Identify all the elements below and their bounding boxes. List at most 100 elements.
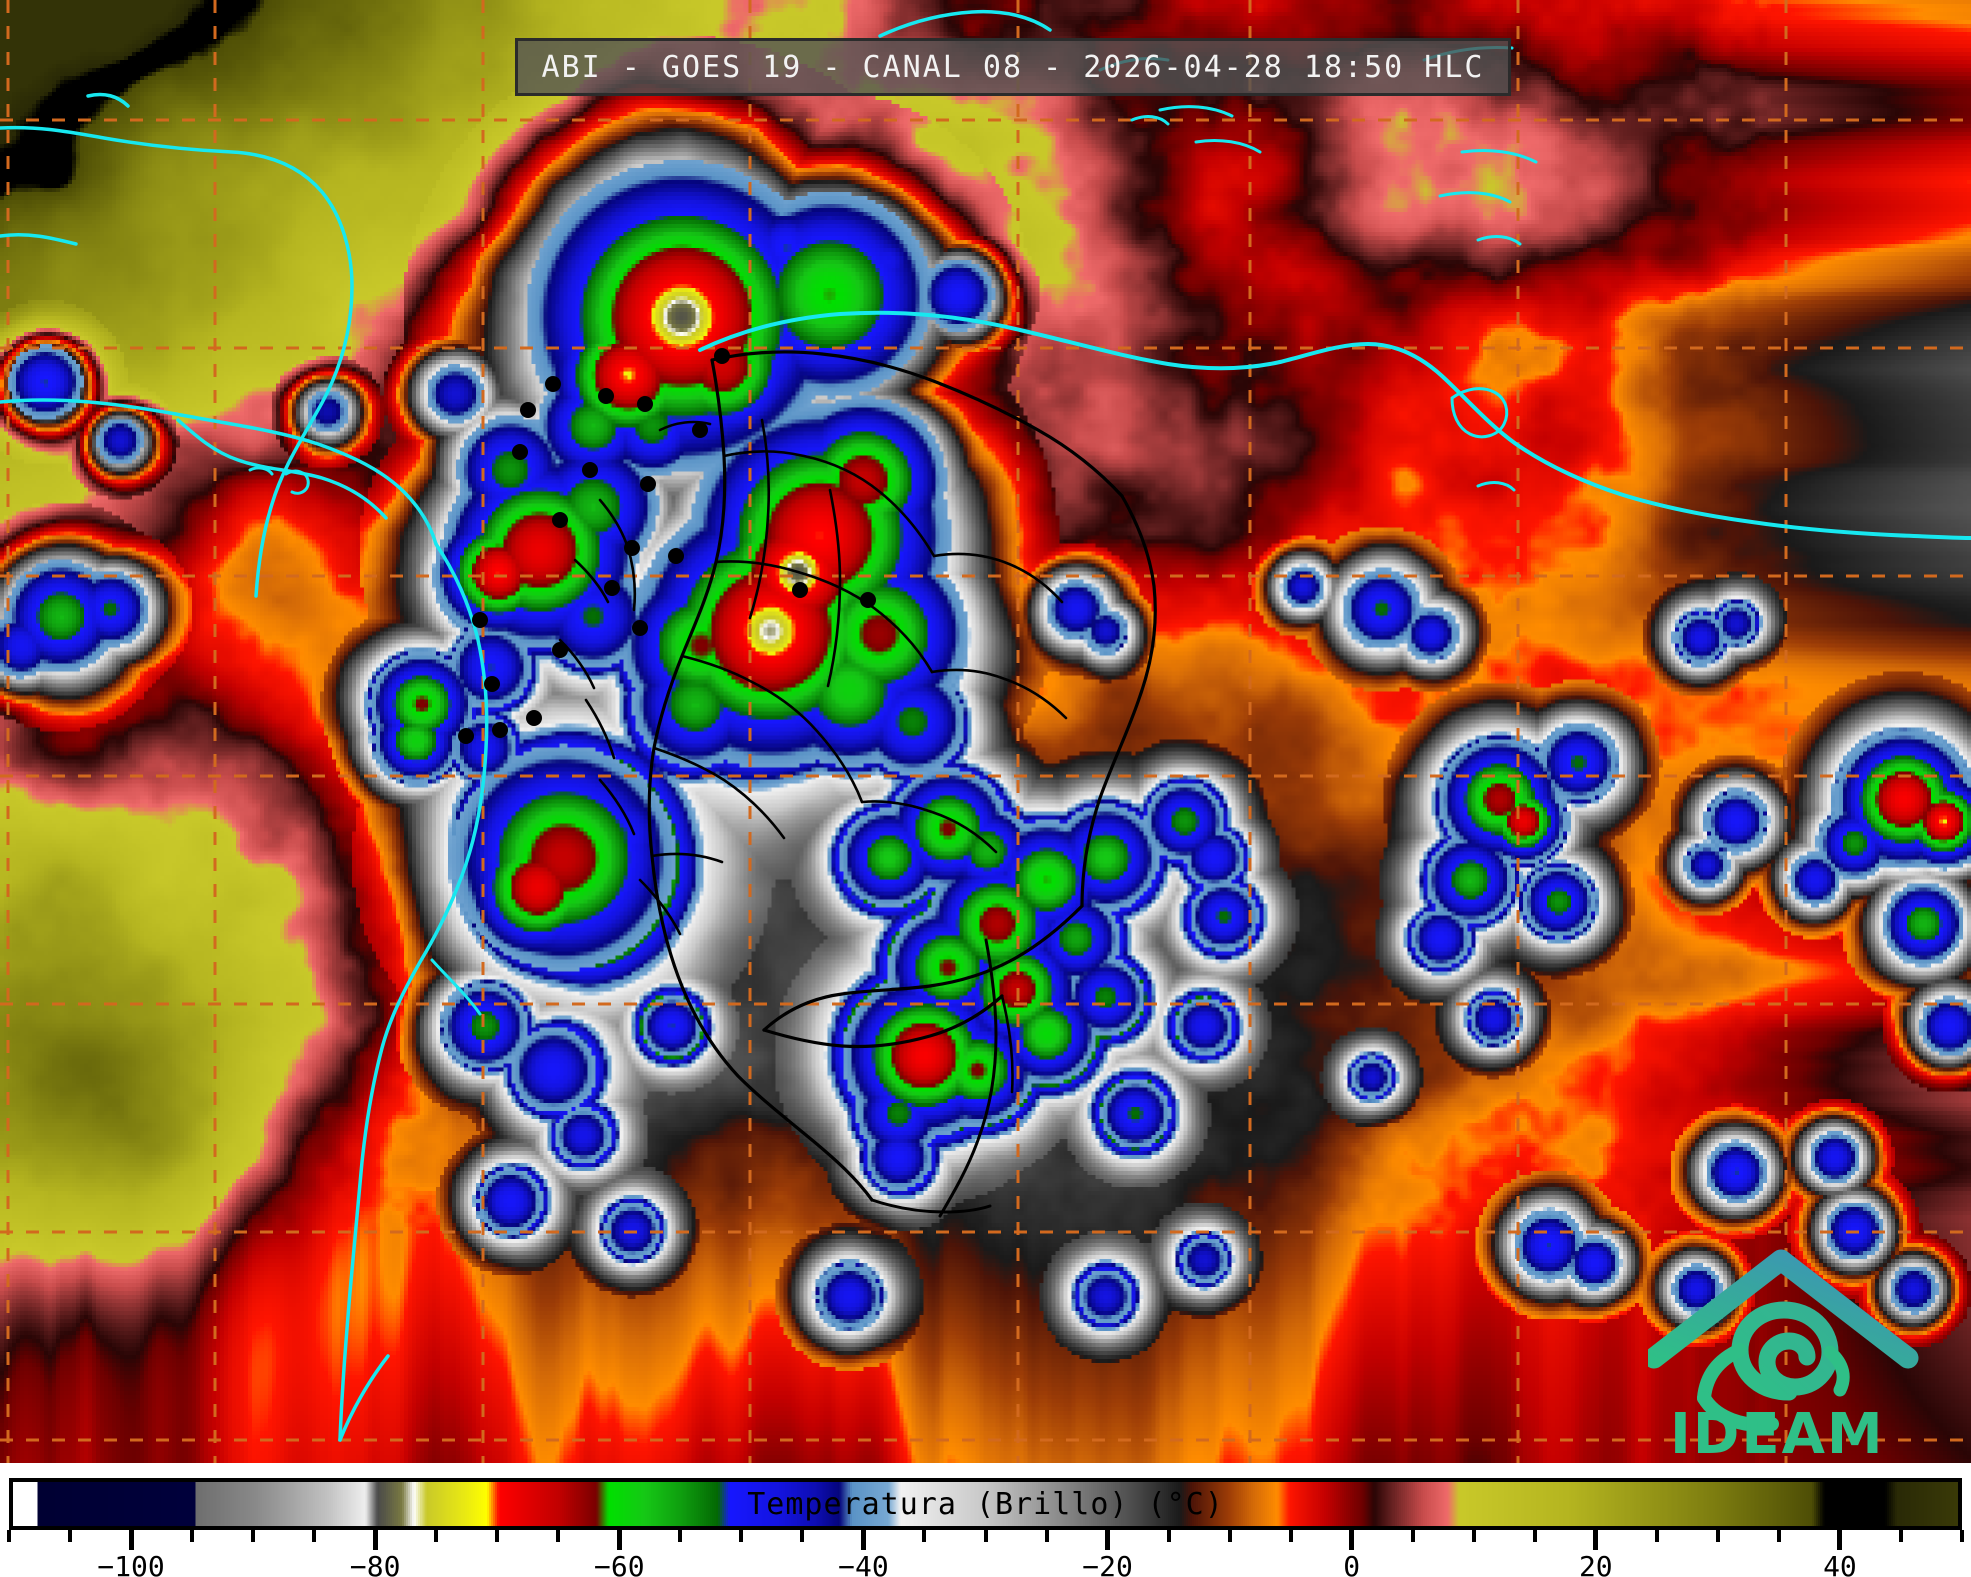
border-dept-a bbox=[722, 450, 936, 558]
city-marker bbox=[792, 582, 808, 598]
colorbar-minor-tick bbox=[800, 1530, 805, 1542]
map-overlay-layer bbox=[0, 0, 1971, 1463]
colorbar-minor-tick bbox=[1044, 1530, 1049, 1542]
colorbar-minor-tick bbox=[68, 1530, 73, 1542]
colorbar-major-tick bbox=[860, 1530, 866, 1550]
colorbar-minor-tick bbox=[1715, 1530, 1720, 1542]
colorbar-minor-tick bbox=[1654, 1530, 1659, 1542]
colorbar-major-tick bbox=[1837, 1530, 1843, 1550]
colorbar-tick-label: −20 bbox=[1082, 1550, 1133, 1577]
coastline-hispaniola-north bbox=[878, 9, 1052, 38]
city-marker bbox=[472, 612, 488, 628]
border-dept-r bbox=[1000, 994, 1014, 1094]
colorbar-axis: −100 −80 −60 −40 −20 0 20 40 bbox=[7, 1530, 1964, 1577]
colorbar-tick-label: −80 bbox=[349, 1550, 401, 1577]
colorbar-tick-label: 20 bbox=[1578, 1550, 1613, 1577]
city-marker bbox=[520, 402, 536, 418]
roof-chevron-icon bbox=[1648, 1249, 1919, 1369]
spiral-tail-right-icon bbox=[1823, 1345, 1850, 1397]
coastline-layer bbox=[0, 9, 1971, 1442]
border-dept-b bbox=[714, 560, 934, 674]
border-dept-c bbox=[680, 654, 864, 804]
colorbar-major-tick bbox=[616, 1530, 622, 1550]
city-marker bbox=[552, 642, 568, 658]
border-dept-p bbox=[638, 878, 682, 936]
city-marker bbox=[714, 348, 730, 364]
city-marker bbox=[637, 396, 653, 412]
city-marker bbox=[632, 620, 648, 636]
colorbar-tick-label: −60 bbox=[594, 1550, 645, 1577]
colorbar-minor-tick bbox=[983, 1530, 988, 1542]
coastline-lake-b bbox=[284, 469, 310, 495]
border-amazonas-north bbox=[762, 994, 1004, 1049]
colorbar-minor-tick bbox=[556, 1530, 561, 1542]
colorbar-major-tick bbox=[128, 1530, 134, 1550]
colorbar-minor-tick bbox=[922, 1530, 927, 1542]
border-dept-j bbox=[658, 420, 712, 432]
border-amazonas-east bbox=[938, 938, 998, 1218]
coastline-pacific-ecuador bbox=[338, 1354, 390, 1442]
ideam-logo-graphic: IDEAM bbox=[1648, 1249, 1919, 1458]
coastline-island-i bbox=[1438, 191, 1512, 204]
coastline-gulf-guayaquil bbox=[430, 958, 482, 1016]
border-dept-h bbox=[826, 488, 842, 688]
border-dept-d bbox=[652, 746, 786, 840]
graticule-gridlines bbox=[0, 0, 1971, 1463]
city-marker bbox=[484, 676, 500, 692]
ideam-wordmark: IDEAM bbox=[1670, 1402, 1885, 1458]
border-colombia-north bbox=[710, 350, 1124, 498]
coastline-island-k bbox=[1476, 481, 1516, 492]
city-marker bbox=[492, 722, 508, 738]
colorbar-major-tick bbox=[1593, 1530, 1599, 1550]
city-marker bbox=[692, 422, 708, 438]
colorbar-tick-label: 0 bbox=[1343, 1550, 1361, 1577]
coastline-caribbean-south bbox=[698, 310, 1282, 371]
colorbar-minor-tick bbox=[190, 1530, 195, 1542]
border-dept-n bbox=[584, 698, 616, 760]
coastline-island-d bbox=[1158, 105, 1234, 118]
city-marker bbox=[860, 592, 876, 608]
border-colombia-brazil-north bbox=[762, 904, 1084, 1032]
colorbar-minor-tick bbox=[678, 1530, 683, 1542]
product-title-text: ABI - GOES 19 - CANAL 08 - 2026-04-28 18… bbox=[541, 49, 1485, 85]
city-marker bbox=[545, 376, 561, 392]
border-dept-o bbox=[598, 778, 636, 836]
coastline-island-e bbox=[1194, 138, 1262, 154]
colorbar-minor-tick bbox=[739, 1530, 744, 1542]
colorbar-gradient bbox=[13, 1482, 1958, 1526]
coastline-island-j bbox=[1476, 235, 1522, 246]
spiral-tail-left-icon bbox=[1697, 1343, 1747, 1405]
coastline-island-a bbox=[0, 232, 78, 246]
product-title-plaque: ABI - GOES 19 - CANAL 08 - 2026-04-28 18… bbox=[515, 38, 1511, 96]
colorbar-major-tick bbox=[1105, 1530, 1111, 1550]
colorbar-minor-tick bbox=[1288, 1530, 1293, 1542]
border-dept-g bbox=[860, 800, 998, 854]
city-marker bbox=[624, 540, 640, 556]
coastline-panama-north bbox=[0, 398, 438, 546]
city-marker-layer bbox=[458, 348, 876, 744]
border-dept-l bbox=[573, 558, 610, 604]
coastline-panama-south bbox=[176, 418, 388, 520]
border-colombia-venezuela bbox=[1080, 494, 1157, 908]
colorbar-minor-tick bbox=[312, 1530, 317, 1542]
ideam-logo: IDEAM bbox=[1648, 1248, 1958, 1458]
city-marker bbox=[458, 728, 474, 744]
colorbar-minor-tick bbox=[1960, 1530, 1964, 1542]
coastline-lake-a bbox=[248, 466, 274, 476]
border-amazonas-south bbox=[870, 1198, 992, 1214]
colorbar-major-tick bbox=[1349, 1530, 1355, 1550]
coastline-central-america bbox=[0, 125, 354, 598]
border-dept-q bbox=[650, 852, 724, 864]
city-marker bbox=[640, 476, 656, 492]
colorbar-tick-label: −100 bbox=[97, 1550, 165, 1577]
spiral-arc-bottom-icon bbox=[1697, 1391, 1779, 1432]
coastline-pacific-colombia bbox=[338, 542, 489, 1442]
brightness-temperature-field bbox=[0, 0, 1971, 1463]
city-marker bbox=[598, 388, 614, 404]
colorbar-minor-tick bbox=[434, 1530, 439, 1542]
colorbar-minor-tick bbox=[251, 1530, 256, 1542]
colorbar-minor-tick bbox=[1471, 1530, 1476, 1542]
city-marker bbox=[582, 462, 598, 478]
city-marker bbox=[512, 444, 528, 460]
